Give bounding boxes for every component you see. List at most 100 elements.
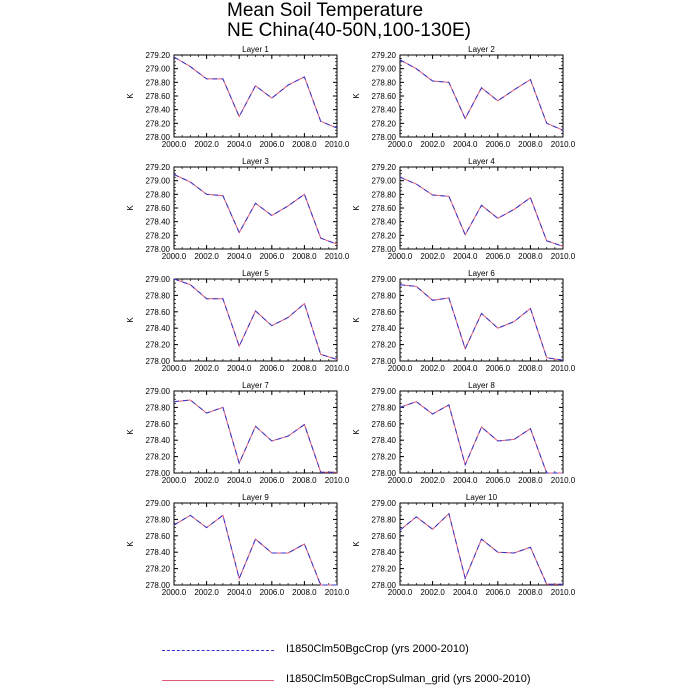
x-tick-label: 2008.0: [292, 364, 317, 373]
x-tick-label: 2004.0: [227, 252, 252, 261]
panel-title: Layer 4: [468, 157, 495, 166]
y-tick-label: 278.80: [372, 515, 397, 524]
x-tick-label: 2008.0: [518, 588, 543, 597]
x-tick-label: 2004.0: [453, 588, 478, 597]
y-axis-label: K: [126, 93, 135, 99]
y-tick-label: 278.00: [146, 469, 171, 478]
legend-label-crop: I1850Clm50BgcCrop (yrs 2000-2010): [286, 643, 469, 655]
y-axis-label: K: [126, 205, 135, 211]
panel-frame: [399, 54, 564, 138]
y-tick-label: 278.20: [372, 565, 397, 574]
y-tick-label: 278.80: [372, 403, 397, 412]
y-tick-label: 279.00: [146, 65, 171, 74]
y-tick-label: 279.00: [372, 177, 397, 186]
y-tick-label: 279.00: [372, 499, 397, 508]
x-tick-label: 2000.0: [388, 140, 413, 149]
panel-layer-8: Layer 8 K 278.00 278.20 278.40 278.60 278.80 27…: [352, 381, 576, 485]
x-tick-label: 2000.0: [162, 476, 187, 485]
x-tick-label: 2008.0: [518, 364, 543, 373]
panel-frame: [399, 502, 564, 586]
y-tick-label: 278.60: [372, 420, 397, 429]
y-tick-label: 278.20: [146, 119, 171, 128]
x-tick-label: 2000.0: [388, 588, 413, 597]
panel-frame: [173, 166, 338, 250]
y-tick-label: 278.00: [372, 469, 397, 478]
x-tick-label: 2010.0: [325, 140, 350, 149]
panel-layer-9: Layer 9 K 278.00 278.20 278.40 278.60 278.80 27…: [126, 493, 350, 597]
y-tick-label: 279.00: [146, 177, 171, 186]
x-tick-label: 2004.0: [453, 364, 478, 373]
y-tick-label: 278.80: [146, 403, 171, 412]
x-tick-label: 2006.0: [260, 476, 285, 485]
y-tick-label: 279.20: [372, 163, 397, 172]
x-tick-label: 2006.0: [486, 588, 511, 597]
legend-line-crop: [162, 650, 274, 651]
panel-title: Layer 7: [242, 381, 269, 390]
x-tick-label: 2000.0: [162, 140, 187, 149]
x-tick-label: 2000.0: [388, 252, 413, 261]
series-line-sulman: [173, 56, 338, 129]
x-tick-label: 2000.0: [162, 588, 187, 597]
series-line-crop: [399, 401, 563, 474]
panel-title: Layer 9: [242, 493, 269, 502]
panel-title: Layer 10: [466, 493, 498, 502]
x-tick-label: 2008.0: [292, 252, 317, 261]
y-tick-label: 278.00: [372, 245, 397, 254]
y-tick-label: 278.40: [146, 106, 171, 115]
y-tick-label: 279.00: [372, 65, 397, 74]
y-axis-label: K: [126, 317, 135, 323]
y-tick-label: 279.00: [146, 499, 171, 508]
x-tick-label: 2010.0: [551, 364, 576, 373]
y-tick-label: 278.20: [372, 231, 397, 240]
x-tick-label: 2002.0: [420, 476, 445, 485]
panel-frame: [173, 54, 338, 138]
y-tick-label: 278.60: [146, 420, 171, 429]
x-tick-label: 2008.0: [518, 476, 543, 485]
series-line-crop: [173, 399, 337, 473]
x-tick-label: 2008.0: [292, 588, 317, 597]
x-tick-label: 2002.0: [194, 364, 219, 373]
series-line-sulman: [399, 284, 564, 361]
legend-line-sulman: [162, 680, 274, 681]
series-line-crop: [399, 284, 564, 361]
panel-title: Layer 2: [468, 45, 495, 54]
panel-frame: [399, 278, 564, 362]
x-tick-label: 2004.0: [227, 588, 252, 597]
x-tick-label: 2008.0: [292, 476, 317, 485]
y-tick-label: 278.20: [146, 341, 171, 350]
y-axis-label: K: [126, 541, 135, 547]
series-line-crop: [399, 59, 564, 131]
y-tick-label: 279.00: [372, 275, 397, 284]
panel-layer-2: Layer 2 K 278.00 278.20 278.40 278.60 278.80 27…: [352, 45, 576, 149]
y-tick-label: 278.60: [146, 532, 171, 541]
figure-subtitle: NE China(40-50N,100-130E): [227, 20, 471, 41]
panel-layer-3: Layer 3 K 278.00 278.20 278.40 278.60 278.80 27…: [126, 157, 350, 261]
panel-frame: [173, 502, 338, 586]
figure-title: Mean Soil Temperature: [227, 0, 424, 21]
x-tick-label: 2002.0: [420, 252, 445, 261]
y-tick-label: 278.00: [146, 245, 171, 254]
panel-layer-10: Layer 10 K 278.00 278.20 278.40 278.60 278.80 2…: [352, 493, 576, 597]
x-tick-label: 2000.0: [388, 364, 413, 373]
y-tick-label: 279.20: [372, 51, 397, 60]
y-tick-label: 278.40: [146, 324, 171, 333]
y-tick-label: 279.00: [146, 387, 171, 396]
panel-layer-5: Layer 5 K 278.00 278.20 278.40 278.60 278.80 27…: [126, 269, 350, 373]
y-tick-label: 278.40: [372, 218, 397, 227]
x-tick-label: 2010.0: [551, 140, 576, 149]
y-tick-label: 278.20: [372, 453, 397, 462]
y-tick-label: 278.80: [372, 291, 397, 300]
y-tick-label: 278.20: [146, 231, 171, 240]
x-tick-label: 2002.0: [420, 140, 445, 149]
series-line-sulman: [173, 174, 338, 245]
x-tick-label: 2000.0: [162, 364, 187, 373]
y-tick-label: 278.60: [372, 92, 397, 101]
panel-frame: [173, 390, 338, 474]
series-line-crop: [173, 514, 337, 586]
y-tick-label: 278.80: [146, 190, 171, 199]
y-tick-label: 278.40: [146, 436, 171, 445]
y-tick-label: 278.20: [146, 453, 171, 462]
y-axis-label: K: [352, 429, 361, 435]
x-tick-label: 2004.0: [227, 140, 252, 149]
